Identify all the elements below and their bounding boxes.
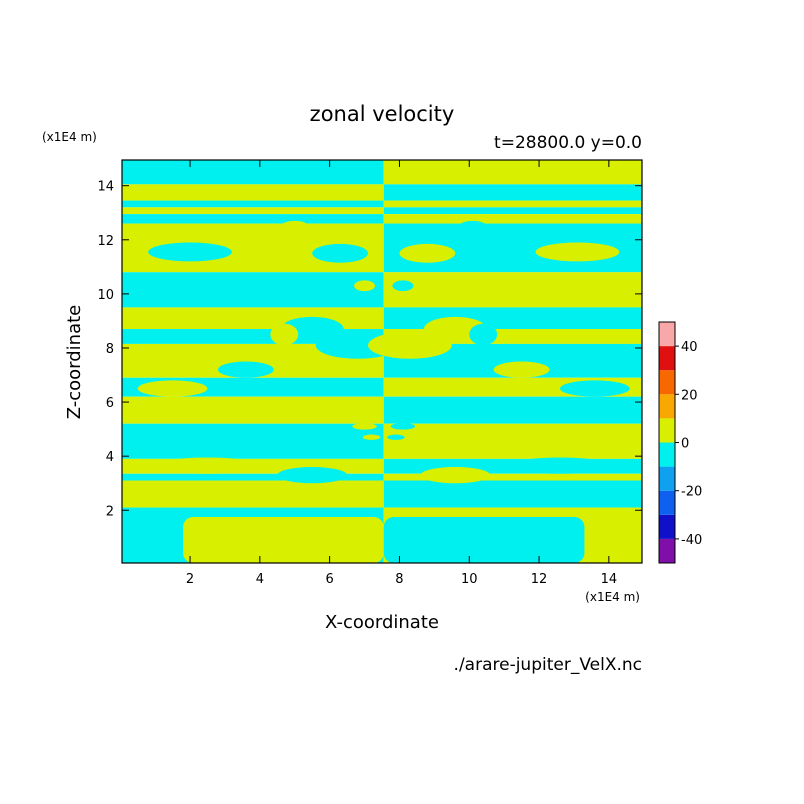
blob-left-2 [280, 220, 309, 232]
blob-left-11 [352, 423, 377, 430]
y-tick-label-12: 12 [97, 234, 114, 249]
x-tick-label-14: 14 [601, 572, 618, 587]
colorbar-segment-5 [659, 418, 675, 443]
blob-right-6 [493, 361, 550, 378]
colorbar-segment-2 [659, 490, 675, 515]
band-left-4 [122, 214, 384, 224]
band-left-2 [122, 200, 384, 208]
blob-right-5 [368, 331, 452, 359]
chart-title: zonal velocity [310, 102, 455, 126]
band-right-6 [383, 272, 642, 308]
blob-right-4 [469, 323, 498, 346]
colorbar-tick-label-3: 20 [681, 388, 698, 403]
band-right-2 [383, 200, 642, 208]
y-tick-label-10: 10 [97, 288, 114, 303]
blob-right-7 [559, 380, 630, 397]
band-left-6 [122, 272, 384, 308]
colorbar-segment-8 [659, 346, 675, 371]
band-left-3 [122, 207, 384, 215]
colorbar-segment-9 [659, 322, 675, 347]
blob-left-0 [148, 242, 232, 262]
blob-left-7 [137, 380, 208, 397]
file-path: ./arare-jupiter_VelX.nc [454, 655, 642, 675]
x-tick-label-2: 2 [186, 572, 194, 587]
y-tick-label-4: 4 [106, 450, 114, 465]
blob-left-9 [277, 466, 348, 484]
x-tick-label-10: 10 [461, 572, 478, 587]
y-tick-label-8: 8 [106, 342, 114, 357]
blob-left-1 [312, 243, 369, 263]
colorbar-segment-1 [659, 514, 675, 539]
blob-right-11 [390, 423, 416, 430]
x-tick-label-4: 4 [256, 572, 264, 587]
band-left-7 [122, 307, 384, 330]
colorbar-segment-7 [659, 370, 675, 395]
colorbar-tick-label-2: 0 [681, 437, 689, 452]
band-left-12 [122, 423, 384, 459]
blob-left-10 [354, 280, 376, 292]
x-tick-label-6: 6 [326, 572, 334, 587]
band-right-14 [383, 473, 642, 481]
y-axis-label: Z-coordinate [64, 305, 85, 420]
colorbar-tick-label-4: 40 [681, 340, 698, 355]
blob-right-12 [387, 434, 405, 440]
blob-left-12 [362, 434, 381, 440]
x-axis: 2 4 6 8 10 12 14 [186, 160, 617, 587]
colorbar-tick-label-0: -40 [681, 533, 702, 548]
y-tick-label-2: 2 [106, 504, 114, 519]
colorbar-segment-0 [659, 538, 675, 563]
x-tick-label-12: 12 [531, 572, 548, 587]
bottom-patch-left [183, 517, 384, 563]
bottom-patch-right [383, 517, 585, 563]
band-right-15 [383, 480, 642, 508]
chart-subtitle: t=28800.0 y=0.0 [494, 133, 642, 153]
x-tick-label-8: 8 [395, 572, 403, 587]
band-left-0 [122, 160, 384, 185]
band-left-1 [122, 184, 384, 201]
x-axis-label: X-coordinate [325, 612, 439, 633]
y-axis: 2 4 6 8 10 12 14 [97, 180, 642, 519]
x-unit-label: (x1E4 m) [585, 590, 640, 604]
band-right-7 [383, 307, 642, 330]
band-left-15 [122, 480, 384, 508]
band-right-3 [383, 207, 642, 215]
colorbar-segment-3 [659, 466, 675, 491]
plot-frame [121, 159, 643, 564]
blob-right-1 [399, 243, 456, 263]
colorbar-segment-6 [659, 394, 675, 419]
blob-right-9 [420, 466, 491, 484]
blob-right-0 [535, 242, 620, 262]
band-left-14 [122, 473, 384, 481]
colorbar-segment-4 [659, 442, 675, 467]
colorbar-tick-label-1: -20 [681, 485, 702, 500]
band-right-4 [383, 214, 642, 224]
y-tick-label-14: 14 [97, 180, 114, 195]
band-right-12 [383, 423, 642, 459]
band-right-11 [383, 396, 642, 424]
band-left-11 [122, 396, 384, 424]
colorbar: -40 -20 0 20 40 [658, 321, 702, 564]
y-tick-label-6: 6 [106, 396, 114, 411]
blob-right-8 [507, 457, 613, 474]
blob-right-10 [392, 280, 414, 292]
blob-right-2 [458, 220, 487, 232]
z-unit-label: (x1E4 m) [42, 130, 97, 144]
blob-left-8 [155, 457, 260, 474]
velocity-field [122, 160, 642, 563]
band-right-1 [383, 184, 642, 201]
blob-left-4 [270, 323, 299, 346]
blob-left-6 [217, 361, 274, 378]
band-right-0 [383, 160, 642, 185]
